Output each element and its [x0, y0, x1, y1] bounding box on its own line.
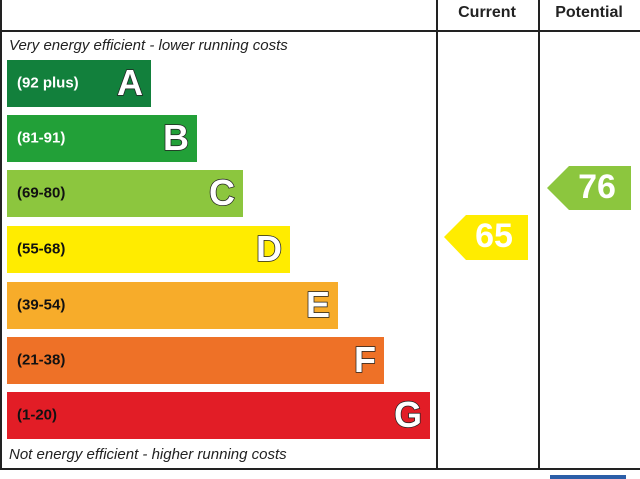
footer-bar [550, 475, 626, 479]
band-range: (92 plus) [17, 74, 79, 91]
band-bar [7, 392, 430, 439]
potential-arrow [547, 166, 631, 210]
band-letter: F [354, 339, 376, 380]
potential-rating: 76 [547, 166, 631, 210]
band-bar [7, 170, 243, 217]
band-range: (81-91) [17, 129, 65, 146]
potential-header: Potential [555, 4, 623, 21]
current-header: Current [458, 4, 516, 21]
band-bar [7, 282, 338, 329]
band-bar [7, 115, 197, 162]
band-range: (1-20) [17, 406, 57, 423]
band-letter: A [117, 62, 143, 103]
current-arrow [444, 215, 528, 260]
band-letter: D [256, 228, 282, 269]
current-rating: 65 [444, 215, 528, 260]
band-letter: B [163, 117, 189, 158]
band-bar [7, 60, 151, 107]
band-range: (39-54) [17, 296, 65, 313]
bands: (92 plus) A (81-91) B (69-80) C (55-68) D (39-54… [7, 60, 430, 439]
band-range: (21-38) [17, 351, 65, 368]
band-letter: C [209, 172, 235, 213]
bottom-note: Not energy efficient - higher running co… [9, 446, 287, 463]
potential-value: 76 [578, 168, 616, 206]
band-bar [7, 226, 290, 273]
band-letter: E [306, 284, 330, 325]
band-range: (69-80) [17, 184, 65, 201]
band-letter: G [394, 394, 422, 435]
top-note: Very energy efficient - lower running co… [9, 37, 288, 54]
current-value: 65 [475, 217, 513, 255]
band-bar [7, 337, 384, 384]
band-range: (55-68) [17, 240, 65, 257]
